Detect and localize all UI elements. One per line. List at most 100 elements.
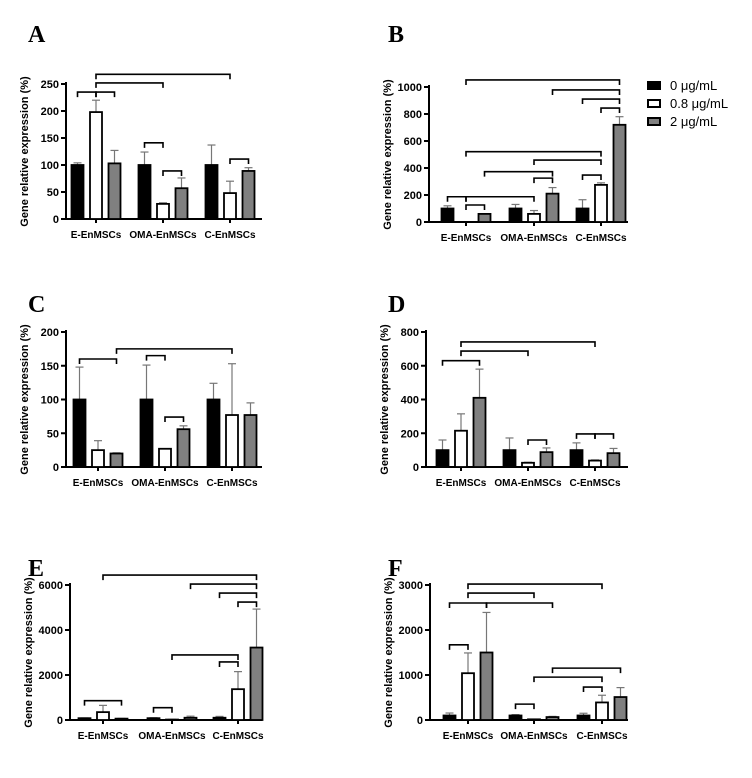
category-label: C-EnMSCs xyxy=(212,731,264,742)
bar xyxy=(156,202,170,220)
y-tick-label: 4000 xyxy=(39,625,63,637)
bar xyxy=(545,716,560,721)
category-label: C-EnMSCs xyxy=(576,731,628,742)
bar xyxy=(70,164,85,220)
y-axis-label: Gene relative expression (%) xyxy=(19,324,31,475)
bar xyxy=(176,428,191,468)
y-tick-label: 50 xyxy=(47,428,59,440)
panel-letter-e: E xyxy=(28,556,45,582)
bar xyxy=(91,449,105,468)
bar xyxy=(174,187,189,220)
bar xyxy=(146,717,161,721)
bar xyxy=(545,192,560,223)
significance-bracket xyxy=(441,359,481,366)
panel-letter-a: A xyxy=(28,22,46,48)
significance-bracket xyxy=(76,91,97,98)
bar xyxy=(527,212,541,223)
significance-bracket xyxy=(467,592,535,599)
category-label: C-EnMSCs xyxy=(206,478,258,489)
y-tick-label: 3000 xyxy=(399,580,423,592)
category-label: C-EnMSCs xyxy=(575,233,627,244)
y-tick-label: 50 xyxy=(47,187,59,199)
y-axis-label: Gene relative expression (%) xyxy=(382,79,394,230)
bar xyxy=(243,414,258,468)
bar xyxy=(89,111,103,220)
y-tick-label: 800 xyxy=(401,327,419,339)
legend: 0 μg/mL 0.8 μg/mL 2 μg/mL xyxy=(647,76,728,130)
significance-bracket xyxy=(465,150,602,157)
bar xyxy=(508,714,523,721)
bar xyxy=(204,164,219,220)
y-tick-label: 0 xyxy=(416,217,422,229)
y-tick-label: 0 xyxy=(413,462,419,474)
y-tick-label: 0 xyxy=(53,462,59,474)
y-tick-label: 0 xyxy=(53,214,59,226)
bar xyxy=(569,449,584,468)
category-label: E-EnMSCs xyxy=(443,731,494,742)
bar xyxy=(231,688,245,721)
panel-a: 0 50 100 150 200 250 Gene relative expression … xyxy=(19,73,262,241)
significance-bracket xyxy=(514,703,535,710)
y-tick-label: 0 xyxy=(417,715,423,727)
bar xyxy=(109,452,124,468)
y-tick-label: 1000 xyxy=(398,82,422,94)
bar xyxy=(521,461,535,468)
bar xyxy=(527,718,541,721)
bar xyxy=(212,716,227,721)
bar xyxy=(594,183,608,223)
bar xyxy=(72,398,87,468)
significance-bracket xyxy=(600,107,621,114)
legend-label: 2 μg/mL xyxy=(670,113,718,129)
bar xyxy=(249,646,264,721)
legend-label: 0.8 μg/mL xyxy=(670,95,729,111)
bar xyxy=(508,207,523,223)
bar xyxy=(158,447,172,468)
significance-bracket xyxy=(533,177,554,184)
significance-bracket xyxy=(95,91,116,98)
legend-item-0: 0 μg/mL xyxy=(647,76,728,94)
significance-bracket xyxy=(460,350,529,357)
category-label: E-EnMSCs xyxy=(78,731,129,742)
bar xyxy=(96,711,110,721)
bar xyxy=(461,672,475,721)
bar xyxy=(454,429,468,468)
legend-swatch xyxy=(647,80,661,90)
significance-bracket xyxy=(237,601,258,608)
bar xyxy=(612,123,627,223)
bar xyxy=(223,192,237,220)
significance-bracket xyxy=(229,158,250,165)
significance-bracket xyxy=(115,348,233,354)
y-axis-label: Gene relative expression (%) xyxy=(23,577,35,728)
y-tick-label: 600 xyxy=(404,136,422,148)
bar xyxy=(576,714,591,721)
category-label: OMA-EnMSCs xyxy=(138,731,206,742)
bar xyxy=(183,716,198,721)
bar xyxy=(435,449,450,468)
significance-bracket xyxy=(162,170,183,176)
category-label: C-EnMSCs xyxy=(569,478,621,489)
category-label: OMA-EnMSCs xyxy=(129,230,197,241)
y-tick-label: 600 xyxy=(401,361,419,373)
legend-swatch xyxy=(647,98,661,108)
significance-bracket xyxy=(581,98,621,105)
y-tick-label: 200 xyxy=(404,190,422,202)
significance-bracket xyxy=(143,142,164,148)
y-tick-label: 200 xyxy=(401,428,419,440)
y-axis-label: Gene relative expression (%) xyxy=(383,577,395,728)
category-label: E-EnMSCs xyxy=(73,478,124,489)
panel-e: 0 2000 4000 6000 Gene relative expression (%… xyxy=(23,574,264,742)
significance-bracket xyxy=(483,170,554,177)
y-tick-label: 800 xyxy=(404,109,422,121)
bar xyxy=(575,207,590,223)
y-tick-label: 2000 xyxy=(399,625,423,637)
y-tick-label: 200 xyxy=(41,327,59,339)
y-tick-label: 400 xyxy=(404,163,422,175)
significance-bracket xyxy=(467,583,603,590)
bar xyxy=(77,717,92,721)
bar xyxy=(137,164,152,220)
bar xyxy=(206,398,221,468)
significance-bracket xyxy=(551,89,621,95)
panel-letter-f: F xyxy=(388,556,403,582)
